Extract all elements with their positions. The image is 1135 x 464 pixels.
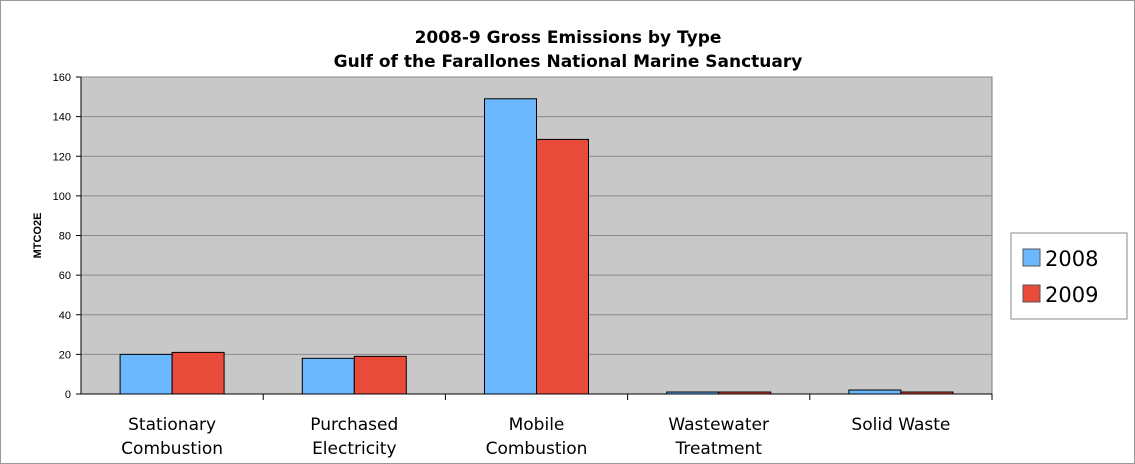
bar-2009-2: [536, 138, 589, 395]
chart-title-line-2: Gulf of the Farallones National Marine S…: [334, 52, 803, 72]
x-tick-label: Wastewater: [668, 415, 769, 435]
bar-2009-0: [171, 351, 225, 395]
bars: [119, 98, 954, 395]
chart-title: 2008-9 Gross Emissions by Type Gulf of t…: [334, 28, 803, 72]
bar-2009-1: [353, 355, 407, 395]
x-tick-label: Purchased: [310, 415, 398, 435]
bar-2008-2: [484, 98, 537, 395]
y-tick-label: 40: [59, 310, 71, 322]
y-tick-label: 100: [53, 191, 71, 203]
legend-label-2008: 2008: [1045, 247, 1098, 271]
x-tick-label: Combustion: [121, 439, 223, 459]
x-tick-label: Stationary: [128, 415, 216, 435]
y-tick-label: 60: [59, 270, 71, 282]
x-tick-label: Combustion: [486, 439, 588, 459]
legend-label-2009: 2009: [1045, 283, 1098, 307]
x-tick-label: Treatment: [674, 439, 762, 459]
y-tick-label: 0: [65, 389, 71, 401]
x-tick-label: Solid Waste: [851, 415, 950, 435]
x-tick-label: Electricity: [312, 439, 396, 459]
y-tick-label: 80: [59, 231, 71, 243]
chart-title-line-1: 2008-9 Gross Emissions by Type: [415, 28, 722, 48]
bar-2008-0: [119, 353, 173, 395]
legend-swatch-2008: [1022, 248, 1041, 267]
legend: 2008 2009: [1010, 232, 1128, 320]
legend-box: [1010, 232, 1128, 320]
x-tick-label: Mobile: [509, 415, 565, 435]
legend-swatch-2009: [1022, 284, 1041, 303]
bar-2008-1: [301, 357, 355, 395]
axes: 0 20 40 60 80 100 120 140 160 Stationary Combustio…: [53, 72, 993, 459]
bar-2008-4: [848, 389, 902, 395]
y-tick-label: 120: [53, 151, 71, 163]
y-tick-label: 160: [53, 72, 71, 84]
y-tick-label: 140: [53, 112, 71, 124]
y-tick-label: 20: [59, 349, 71, 361]
y-axis-label: MTCO2E: [32, 213, 44, 259]
